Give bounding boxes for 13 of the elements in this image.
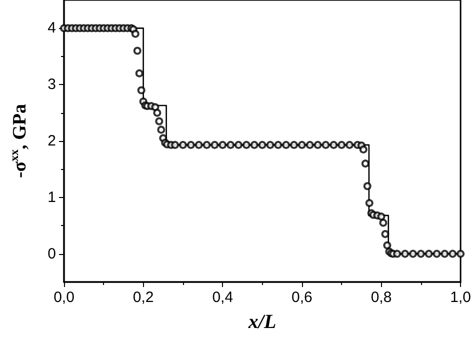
y-tick-label: 3 [48,76,56,94]
x-axis-title: x/L [247,311,276,333]
y-axis-title: -σxx, GPa [7,103,30,178]
x-tick-label: 0,2 [132,289,154,306]
x-tick-label: 0,8 [370,289,392,306]
y-tick-label: 2 [48,132,56,150]
y-tick-label: 1 [48,188,56,206]
x-tick-label: 0,6 [292,289,312,306]
y-tick-label: 0 [48,245,56,262]
x-tick-label: 0,4 [212,289,234,306]
x-tick-label: 0,0 [54,289,74,306]
x-tick-label: 1,0 [450,289,472,306]
y-tick-label: 4 [48,20,56,37]
